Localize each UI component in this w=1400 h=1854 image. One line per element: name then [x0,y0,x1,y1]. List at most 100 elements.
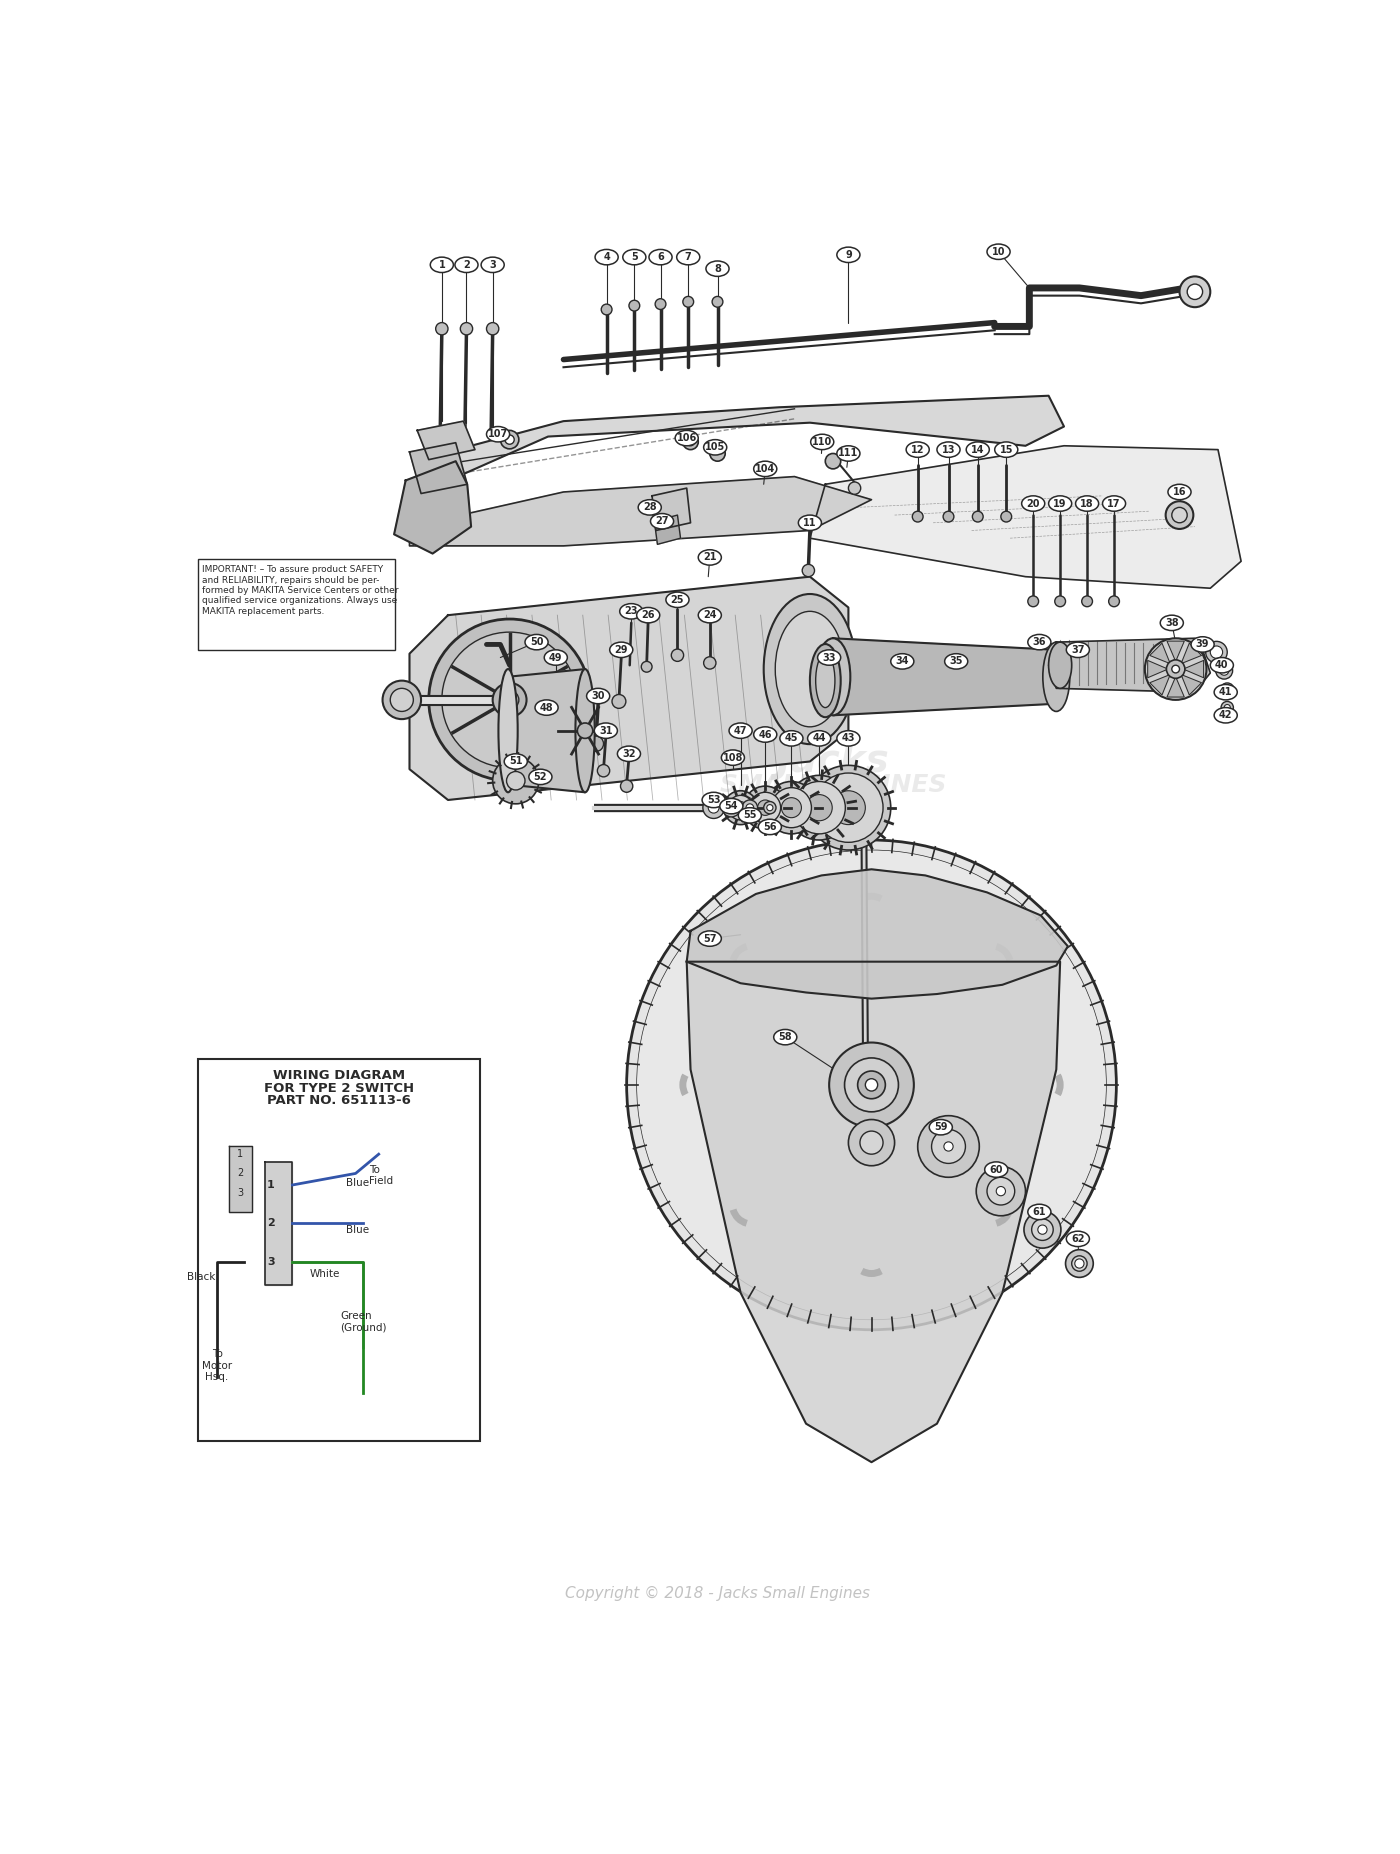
Circle shape [771,788,812,827]
Ellipse shape [721,749,745,766]
Text: Hsq.: Hsq. [206,1372,228,1383]
FancyBboxPatch shape [197,1059,480,1441]
Circle shape [1028,595,1039,606]
Text: 34: 34 [896,656,909,666]
Text: 49: 49 [549,653,563,662]
Text: To: To [370,1164,381,1175]
Text: 1: 1 [237,1149,244,1159]
Text: Field: Field [370,1175,393,1187]
Text: 111: 111 [839,449,858,458]
Polygon shape [1148,660,1168,679]
Text: IMPORTANT! – To assure product SAFETY
and RELIABILITY, repairs should be per-
fo: IMPORTANT! – To assure product SAFETY an… [202,565,398,616]
Ellipse shape [1191,636,1214,653]
Ellipse shape [651,514,673,528]
Ellipse shape [816,638,850,716]
Text: 51: 51 [510,756,522,766]
Ellipse shape [620,604,643,619]
Ellipse shape [837,730,860,745]
Text: 58: 58 [778,1033,792,1042]
Text: 11: 11 [804,517,816,528]
Text: 36: 36 [1033,638,1046,647]
Text: (Ground): (Ground) [340,1322,386,1333]
Circle shape [722,799,741,818]
Ellipse shape [738,808,762,823]
Circle shape [918,1116,980,1177]
Ellipse shape [1103,495,1126,512]
Text: 104: 104 [755,464,776,475]
Circle shape [742,799,757,816]
Circle shape [1215,662,1232,679]
Polygon shape [409,443,468,493]
Ellipse shape [984,1162,1008,1177]
Text: 107: 107 [489,430,508,439]
Ellipse shape [430,258,454,273]
Circle shape [1172,508,1187,523]
Polygon shape [1182,675,1201,695]
Ellipse shape [809,643,840,717]
Ellipse shape [699,551,721,565]
Circle shape [844,1059,899,1112]
Text: 46: 46 [759,729,771,740]
Ellipse shape [808,730,830,745]
Circle shape [577,723,592,738]
Text: 9: 9 [846,250,851,260]
Ellipse shape [729,723,752,738]
Text: 54: 54 [725,801,738,812]
Text: PART NO. 651113-6: PART NO. 651113-6 [267,1094,410,1107]
Polygon shape [395,462,470,554]
Ellipse shape [994,441,1018,458]
Circle shape [865,1079,878,1090]
Text: 55: 55 [743,810,756,819]
Ellipse shape [498,669,518,792]
Ellipse shape [906,441,930,458]
Circle shape [391,688,413,712]
Polygon shape [1149,675,1170,695]
Circle shape [704,656,715,669]
Text: 59: 59 [934,1122,948,1133]
Circle shape [1187,284,1203,300]
Ellipse shape [1028,1205,1051,1220]
FancyBboxPatch shape [197,558,395,651]
Text: 3: 3 [489,260,496,271]
Ellipse shape [966,441,990,458]
Polygon shape [1168,641,1184,662]
Text: 38: 38 [1165,617,1179,629]
Text: WIRING DIAGRAM: WIRING DIAGRAM [273,1070,405,1083]
Ellipse shape [1028,634,1051,651]
Ellipse shape [545,651,567,666]
Circle shape [710,445,725,462]
Text: 8: 8 [714,263,721,274]
Ellipse shape [818,651,840,666]
Circle shape [743,786,787,829]
Circle shape [612,695,626,708]
Text: 6: 6 [657,252,664,261]
Circle shape [1071,1255,1088,1272]
Text: 62: 62 [1071,1235,1085,1244]
Text: FOR TYPE 2 SWITCH: FOR TYPE 2 SWITCH [263,1081,414,1096]
Circle shape [1221,682,1235,697]
Circle shape [500,692,519,708]
Text: 61: 61 [1033,1207,1046,1216]
Circle shape [1172,666,1179,673]
Text: 37: 37 [1071,645,1085,654]
Text: 56: 56 [763,821,777,832]
Ellipse shape [1022,495,1044,512]
Text: 31: 31 [599,725,613,736]
Circle shape [505,436,514,445]
Text: Green: Green [340,1311,372,1320]
Text: 47: 47 [734,725,748,736]
Text: 1: 1 [267,1179,274,1190]
Circle shape [858,1072,885,1099]
Circle shape [813,773,883,842]
Ellipse shape [816,654,834,708]
Circle shape [637,849,1106,1320]
Ellipse shape [623,250,645,265]
Text: 48: 48 [540,703,553,712]
Circle shape [1221,701,1233,714]
Circle shape [428,619,591,781]
Circle shape [724,792,757,825]
Circle shape [829,1042,914,1127]
Text: 53: 53 [707,795,721,805]
Circle shape [461,323,473,336]
Circle shape [976,1166,1025,1216]
